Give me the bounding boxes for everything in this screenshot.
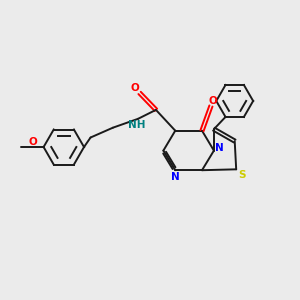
Text: O: O (29, 137, 38, 147)
Text: NH: NH (128, 120, 146, 130)
Text: S: S (238, 170, 245, 180)
Text: O: O (208, 96, 217, 106)
Text: N: N (171, 172, 179, 182)
Text: N: N (215, 143, 224, 153)
Text: O: O (131, 83, 140, 93)
